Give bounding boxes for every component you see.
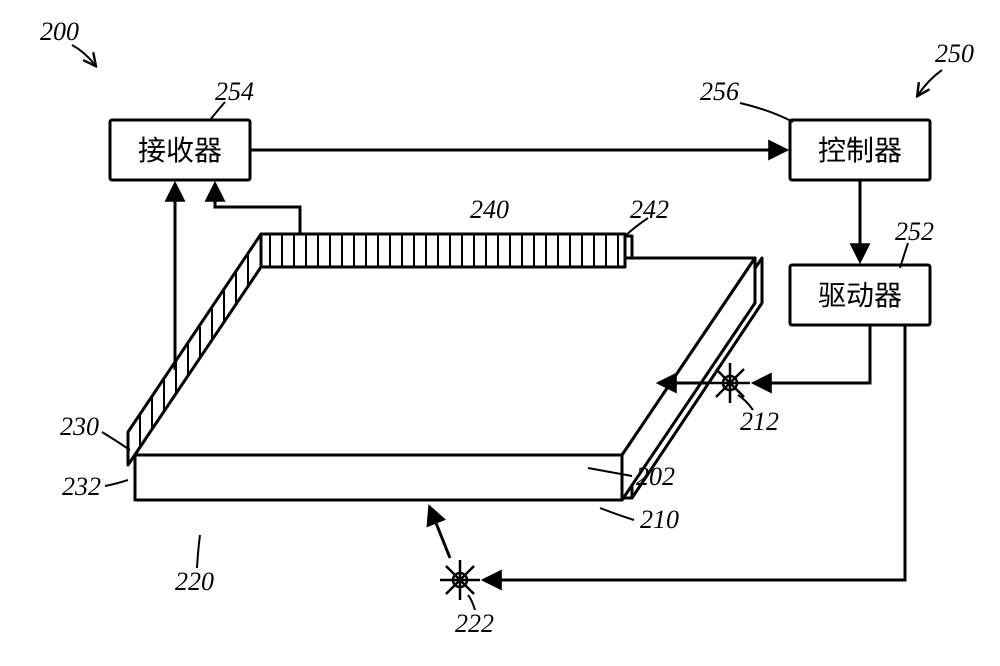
ref-232-leader — [105, 480, 128, 486]
arrow-222-panel — [430, 508, 450, 558]
ref-240: 240 — [470, 195, 509, 224]
ref-222: 222 — [455, 609, 494, 638]
ref-212: 212 — [740, 407, 779, 436]
ref-252: 252 — [895, 217, 934, 246]
ref-230: 230 — [60, 412, 99, 441]
arrow-240-receiver — [215, 185, 300, 234]
arrow-driver-212 — [755, 325, 870, 383]
controller-label: 控制器 — [818, 135, 902, 167]
driver-label: 驱动器 — [818, 281, 902, 312]
light-source-212 — [710, 363, 750, 403]
diagram-canvas: 接收器 控制器 驱动器 — [0, 0, 1000, 666]
panel-front — [135, 455, 622, 500]
light-source-222 — [440, 560, 480, 600]
ref-220: 220 — [175, 567, 214, 596]
ref-200-arrow — [72, 45, 95, 65]
ref-242: 242 — [630, 195, 669, 224]
ref-222-leader — [468, 595, 475, 610]
receiver-label: 接收器 — [138, 135, 222, 167]
ref-256-leader — [740, 103, 793, 122]
ref-210-leader — [600, 508, 634, 520]
ref-256: 256 — [700, 77, 739, 106]
ref-250-arrow — [918, 70, 942, 95]
ref-210: 210 — [640, 505, 679, 534]
ref-254: 254 — [215, 77, 254, 106]
ref-250: 250 — [935, 39, 974, 68]
ref-200: 200 — [40, 17, 79, 46]
ref-202: 202 — [636, 462, 675, 491]
ref-230-leader — [102, 432, 130, 450]
ref-232: 232 — [62, 472, 101, 501]
ref-220-leader — [197, 535, 200, 568]
